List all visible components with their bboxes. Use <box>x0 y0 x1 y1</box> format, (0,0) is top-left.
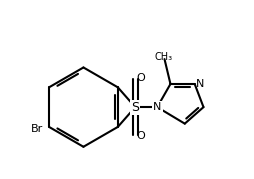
Text: N: N <box>195 79 203 89</box>
Text: O: O <box>136 74 145 83</box>
Text: S: S <box>131 101 139 114</box>
Text: Br: Br <box>31 124 43 134</box>
Text: CH₃: CH₃ <box>154 52 172 62</box>
Text: O: O <box>136 131 145 141</box>
Text: N: N <box>153 102 161 112</box>
